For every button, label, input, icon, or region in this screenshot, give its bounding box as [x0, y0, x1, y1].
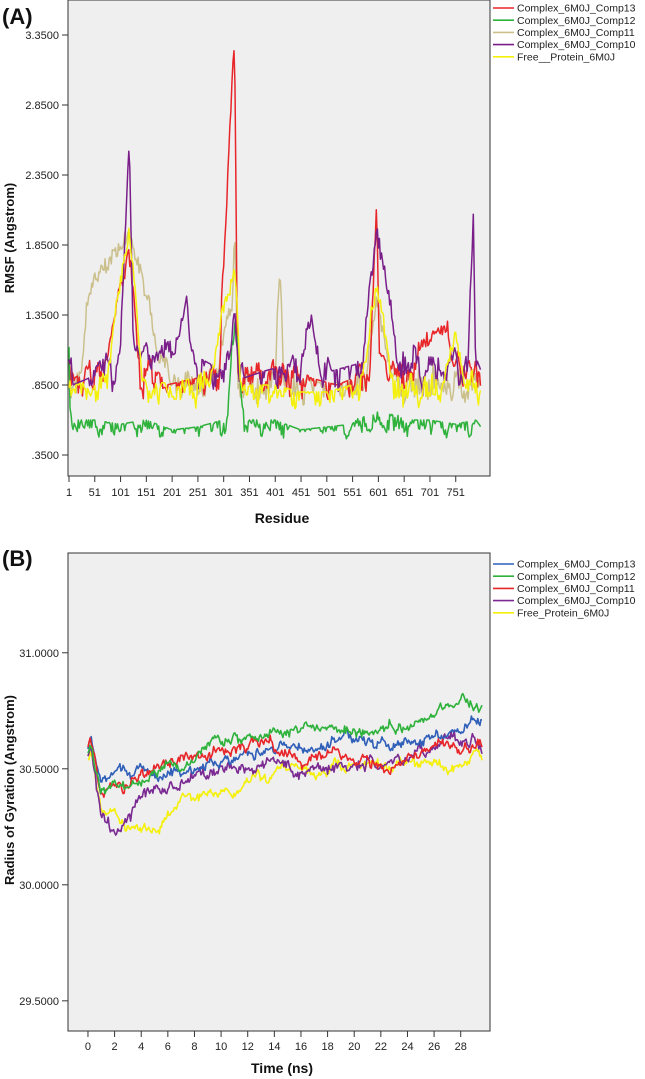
panel-b-legend-label: Complex_6M0J_Comp13	[517, 559, 636, 571]
panel-a-x-tick-label: 1	[66, 487, 72, 499]
panel-a: (A) .3500 .8500 1.3500 1.8500 2.3500 2.8500 3.…	[2, 0, 636, 526]
panel-b-legend-label: Complex_6M0J_Comp10	[517, 595, 636, 607]
panel-b-x-tick-label: 14	[268, 1041, 280, 1053]
panel-b-x-tick-label: 10	[215, 1041, 227, 1053]
panel-b-y-label: Radius of Gyration (Angstrom)	[2, 695, 17, 885]
panel-a-x-tick-label: 501	[318, 487, 336, 499]
panel-a-y-tick-label: 1.3500	[25, 310, 59, 322]
panel-a-y-tick-label: 2.3500	[25, 170, 59, 182]
panel-b-x-tick-label: 28	[455, 1041, 467, 1053]
panel-b-legend-label: Free_Protein_6M0J	[517, 607, 609, 619]
panel-b-legend-label: Complex_6M0J_Comp11	[517, 583, 635, 595]
panel-b-plot-area	[67, 552, 491, 1032]
panel-a-series-line	[68, 150, 482, 397]
panel-b-y-tick-label: 30.0000	[19, 880, 59, 892]
panel-b-label: (B)	[2, 546, 33, 571]
panel-a-x-tick-label: 401	[266, 487, 284, 499]
panel-a-y-tick-label: 1.8500	[25, 240, 59, 252]
panel-b-x-tick-label: 26	[428, 1041, 440, 1053]
panel-b-x-tick-label: 16	[295, 1041, 307, 1053]
panel-a-x-tick-label: 551	[343, 487, 361, 499]
panel-a-x-tick-label: 451	[292, 487, 310, 499]
panel-b-y-tick-label: 31.0000	[19, 648, 59, 660]
panel-b-series-lines	[87, 692, 483, 836]
panel-b-x-label: Time (ns)	[251, 1060, 313, 1076]
panel-b-x-tick-label: 8	[191, 1041, 197, 1053]
panel-a-x-tick-label: 701	[421, 487, 439, 499]
panel-a-x-tick-label: 251	[189, 487, 207, 499]
panel-b-x-tick-label: 2	[112, 1041, 118, 1053]
panel-a-plot-area	[67, 0, 491, 477]
panel-a-y-tick-label: .8500	[31, 380, 59, 392]
panel-b-x-tick-label: 22	[375, 1041, 387, 1053]
panel-a-x-tick-label: 51	[89, 487, 101, 499]
panel-b-y-tick-label: 30.5000	[19, 764, 59, 776]
panel-a-x-tick-label: 601	[369, 487, 387, 499]
panel-b-y-tick-label: 29.5000	[19, 996, 59, 1008]
panel-a-y-tick-label: 3.3500	[25, 30, 59, 42]
panel-b-x-tick-label: 4	[138, 1041, 144, 1053]
panel-b-x-tick-label: 12	[242, 1041, 254, 1053]
panel-b-x-tick-label: 24	[401, 1041, 413, 1053]
panel-b-series-line	[87, 730, 483, 836]
panel-a-x-tick-label: 101	[111, 487, 129, 499]
panel-a-axes: .3500 .8500 1.3500 1.8500 2.3500 2.8500 3.3500…	[25, 30, 465, 499]
panel-b-x-tick-label: 0	[85, 1041, 91, 1053]
panel-a-label: (A)	[2, 4, 33, 29]
panel-b-series-line	[87, 692, 483, 795]
panel-a-y-tick-label: 2.8500	[25, 100, 59, 112]
panel-b-series-line	[87, 734, 483, 799]
panel-a-legend-label: Complex_6M0J_Comp13	[517, 3, 636, 15]
panel-b-legend: Complex_6M0J_Comp13Complex_6M0J_Comp12Co…	[493, 559, 636, 619]
panel-a-x-tick-label: 651	[395, 487, 413, 499]
panel-a-y-label: RMSF (Angstrom)	[2, 183, 17, 294]
panel-a-x-tick-label: 151	[137, 487, 155, 499]
panel-a-legend-label: Free__Protein_6M0J	[517, 51, 615, 63]
panel-b-x-tick-label: 20	[348, 1041, 360, 1053]
panel-b-x-tick-label: 18	[321, 1041, 333, 1053]
panel-a-x-tick-label: 201	[163, 487, 181, 499]
panel-a-y-tick-label: .3500	[31, 450, 59, 462]
panel-a-legend: Complex_6M0J_Comp13Complex_6M0J_Comp12Co…	[493, 3, 636, 63]
panel-a-x-tick-label: 351	[240, 487, 258, 499]
panel-a-series-line	[68, 227, 482, 410]
panel-a-series-line	[68, 321, 482, 440]
panel-a-legend-label: Complex_6M0J_Comp10	[517, 39, 636, 51]
panel-a-x-tick-label: 751	[447, 487, 465, 499]
panel-a-x-label: Residue	[255, 510, 310, 526]
panel-a-legend-label: Complex_6M0J_Comp12	[517, 15, 636, 27]
panel-a-x-tick-label: 301	[215, 487, 233, 499]
panel-b-legend-label: Complex_6M0J_Comp12	[517, 571, 636, 583]
panel-a-legend-label: Complex_6M0J_Comp11	[517, 27, 635, 39]
panel-a-series-lines	[68, 49, 482, 440]
panel-b-x-tick-label: 6	[165, 1041, 171, 1053]
